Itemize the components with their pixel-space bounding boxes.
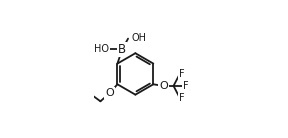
Text: B: B (118, 43, 126, 56)
Text: O: O (105, 88, 114, 98)
Text: HO: HO (94, 44, 109, 54)
Text: O: O (159, 81, 168, 91)
Text: F: F (179, 69, 185, 79)
Text: F: F (179, 93, 185, 103)
Text: OH: OH (131, 33, 146, 43)
Text: F: F (183, 81, 189, 91)
